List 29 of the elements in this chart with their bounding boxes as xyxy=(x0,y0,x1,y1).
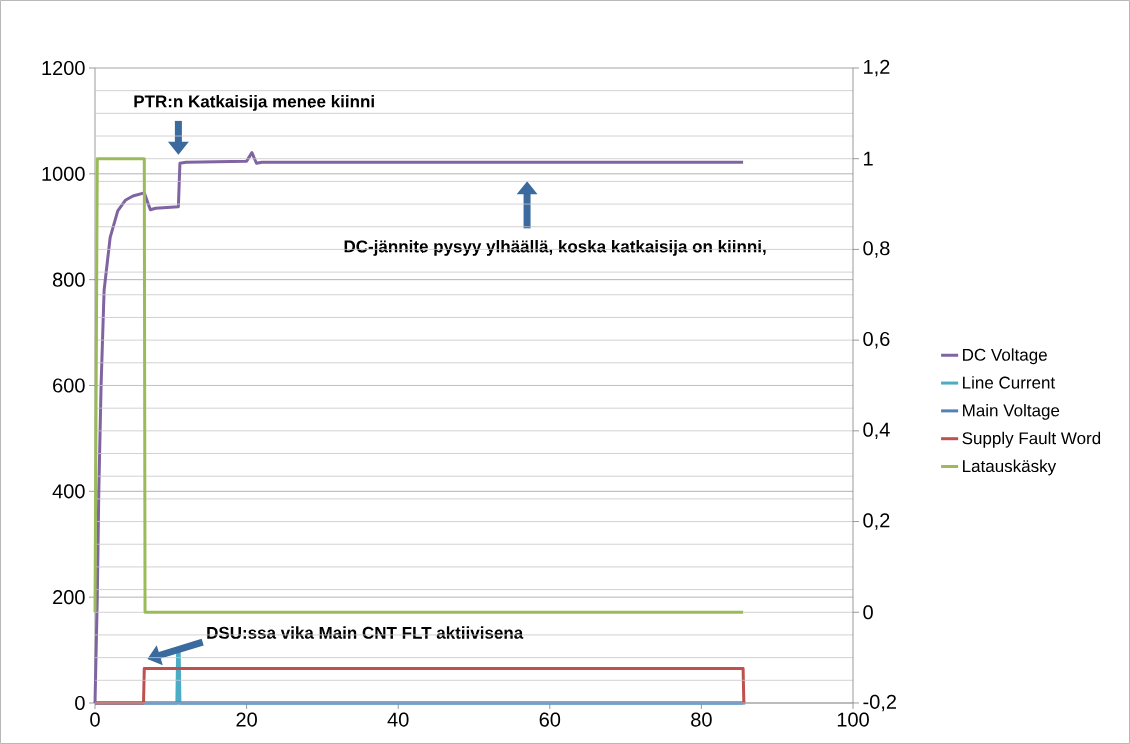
annotation: PTR:n Katkaisija menee kiinni xyxy=(134,95,374,111)
x-tick-label: 40 xyxy=(387,712,409,727)
x-tick-label: 0 xyxy=(90,712,100,727)
legend-label: Supply Fault Word xyxy=(962,431,1101,448)
y-tick-label: 1200 xyxy=(42,60,85,76)
y2-tick-label: 1 xyxy=(864,151,873,166)
legend-label: Line Current xyxy=(963,376,1056,389)
y2-tick-label: 0,4 xyxy=(863,422,890,440)
x-tick-label: 60 xyxy=(539,712,561,727)
y2-tick-label: 0,8 xyxy=(863,241,890,258)
y-tick-label: 0 xyxy=(75,695,85,711)
y-tick-label: 1000 xyxy=(42,166,85,181)
y2-tick-label: -0,2 xyxy=(863,694,896,712)
y-tick-label: 400 xyxy=(52,484,85,499)
y-tick-label: 800 xyxy=(52,272,85,287)
y2-tick-label: 0 xyxy=(863,605,873,620)
y-tick-label: 600 xyxy=(53,378,85,393)
annotation: DSU:ssa vika Main CNT FLT aktiivisena xyxy=(207,626,524,639)
x-tick-label: 20 xyxy=(236,712,257,727)
legend-label: DC Voltage xyxy=(963,348,1047,365)
legend-label: Latauskäsky xyxy=(963,459,1057,476)
x-tick-label: 80 xyxy=(691,712,712,727)
annotation: DC-jännite pysyy ylhäällä, koska katkaisija on kiinni, xyxy=(344,239,766,256)
y2-tick-label: 0,2 xyxy=(863,513,890,530)
legend-label: Main Voltage xyxy=(963,403,1060,420)
x-tick-label: 100 xyxy=(837,712,869,727)
y2-tick-label: 1,2 xyxy=(864,59,890,77)
y-tick-label: 200 xyxy=(53,590,85,605)
y2-tick-label: 0,6 xyxy=(863,331,890,349)
